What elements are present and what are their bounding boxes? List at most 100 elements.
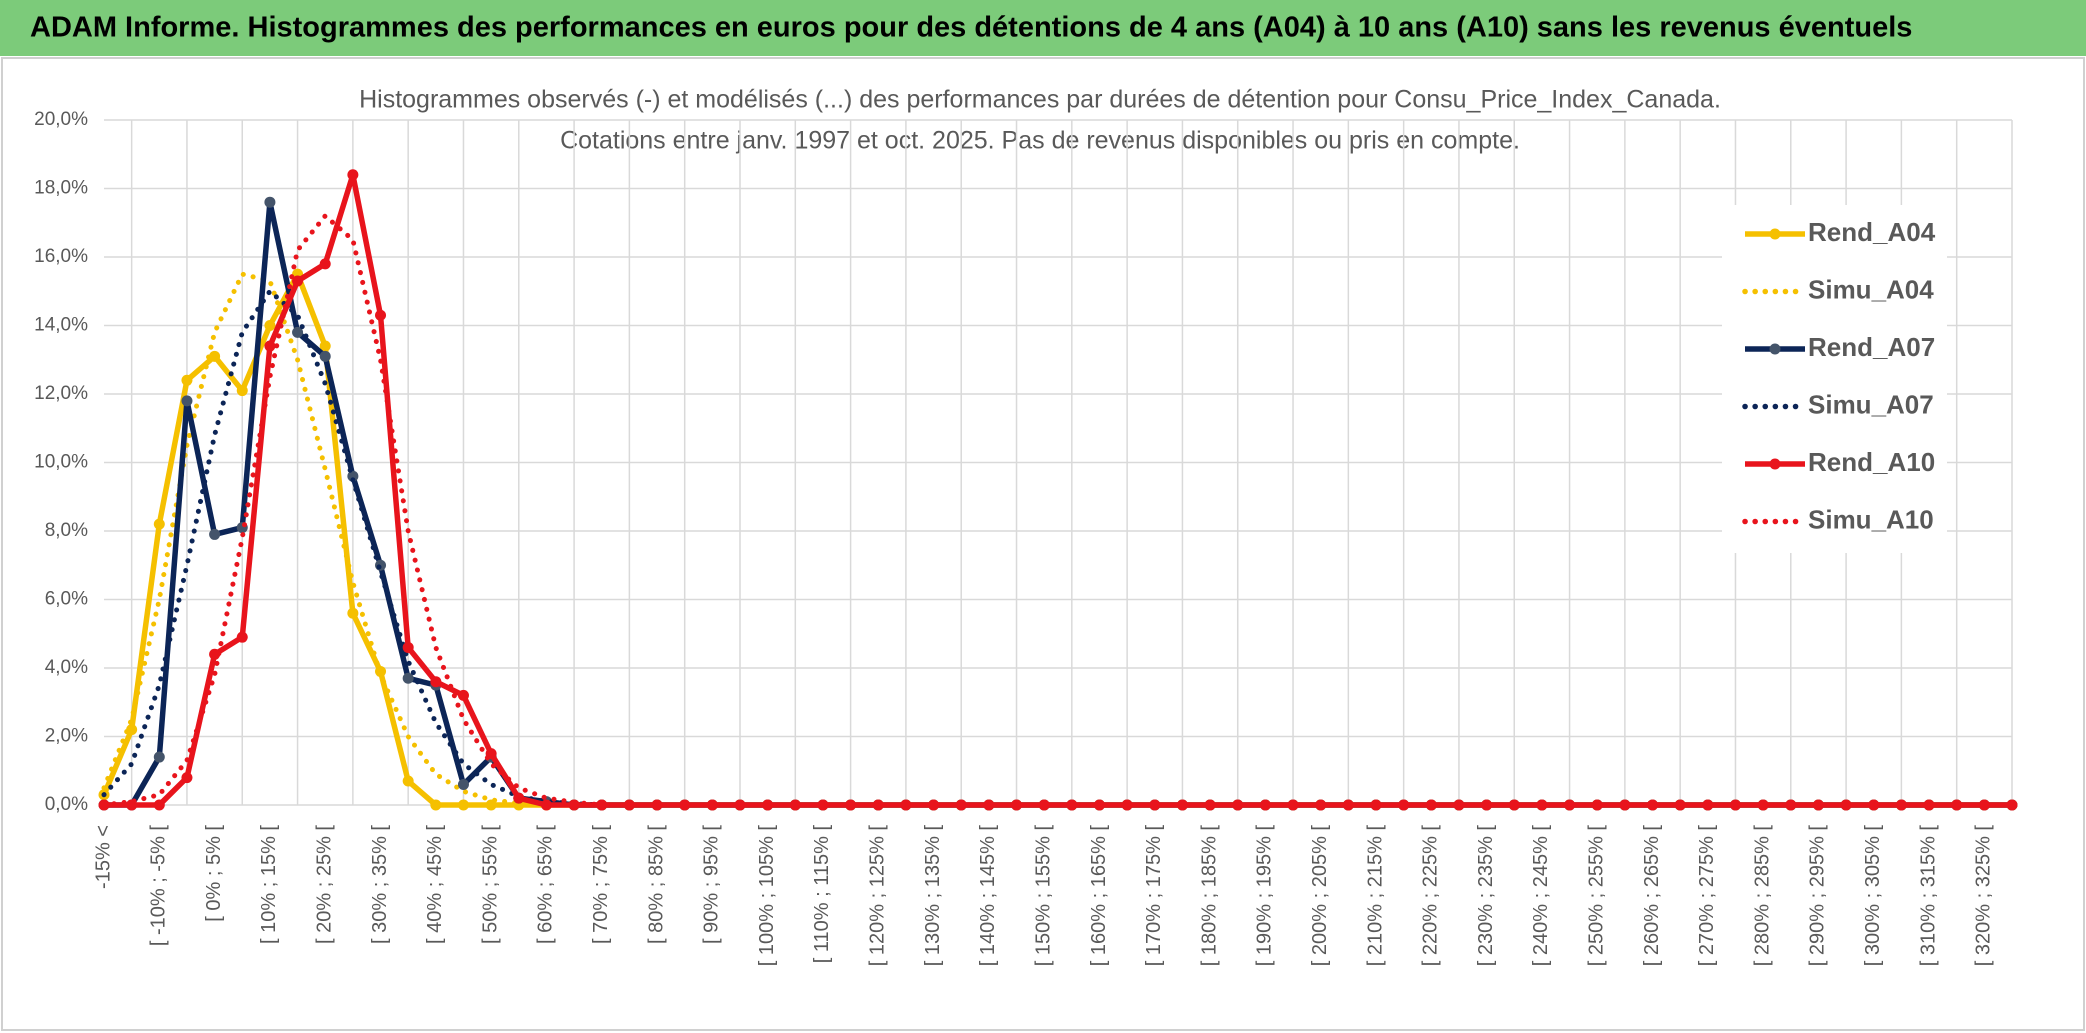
point <box>1978 799 1990 811</box>
point <box>1149 799 1161 811</box>
legend-marker <box>1769 458 1781 470</box>
y-tick-label: 6,0% <box>45 589 88 610</box>
y-tick-label: 20,0% <box>34 109 88 130</box>
x-tick-label: [ 20% ; 25% [ <box>313 825 335 944</box>
legend-label: Rend_A07 <box>1808 332 1935 362</box>
point <box>457 689 469 701</box>
point <box>955 799 967 811</box>
x-tick-label: [ 50% ; 55% [ <box>479 825 501 944</box>
x-tick-label: [ 240% ; 245% [ <box>1530 825 1552 967</box>
legend-label: Rend_A10 <box>1808 447 1935 477</box>
x-tick-label: [ 40% ; 45% [ <box>424 825 446 944</box>
point <box>319 350 331 362</box>
point <box>457 799 469 811</box>
x-tick-label: [ 110% ; 115% [ <box>811 825 833 964</box>
x-tick-label: [ 280% ; 285% [ <box>1751 825 1773 967</box>
x-tick-label: [ 190% ; 195% [ <box>1254 825 1276 967</box>
x-tick-label: [ 260% ; 265% [ <box>1641 825 1663 967</box>
point <box>1591 799 1603 811</box>
point <box>319 258 331 270</box>
x-tick-label: [ 90% ; 95% [ <box>701 825 723 944</box>
point <box>540 799 552 811</box>
y-tick-label: 2,0% <box>45 726 88 747</box>
point <box>181 374 193 386</box>
y-tick-label: 14,0% <box>34 315 88 336</box>
legend-label: Rend_A04 <box>1808 217 1936 247</box>
x-tick-label: [ 30% ; 35% [ <box>369 825 391 944</box>
point <box>1038 799 1050 811</box>
point <box>1702 799 1714 811</box>
x-tick-label: [ 310% ; 315% [ <box>1917 825 1939 967</box>
point <box>153 751 165 763</box>
point <box>236 631 248 643</box>
x-tick-label: [ 270% ; 275% [ <box>1696 825 1718 967</box>
x-tick-label: [ 320% ; 325% [ <box>1973 825 1995 967</box>
x-tick-label: [ 160% ; 165% [ <box>1088 825 1110 967</box>
x-tick-label: [ 300% ; 305% [ <box>1862 825 1884 967</box>
x-tick-label: [ 180% ; 185% [ <box>1198 825 1220 967</box>
point <box>1481 799 1493 811</box>
point <box>319 340 331 352</box>
point <box>264 320 276 331</box>
point <box>236 385 248 397</box>
x-tick-label: [ 10% ; 15% [ <box>258 825 280 944</box>
point <box>209 350 221 362</box>
x-tick-label: [ 250% ; 255% [ <box>1585 825 1607 967</box>
x-tick-label: [ 200% ; 205% [ <box>1309 825 1331 967</box>
x-tick-label: [ 230% ; 235% [ <box>1475 825 1497 967</box>
point <box>734 799 746 811</box>
point <box>457 778 469 790</box>
point <box>402 641 414 653</box>
x-tick-label: [ 150% ; 155% [ <box>1032 825 1054 967</box>
point <box>430 676 442 688</box>
header-bar <box>0 0 2086 56</box>
point <box>292 275 304 287</box>
y-tick-label: 0,0% <box>45 794 88 815</box>
x-tick-label: [ 100% ; 105% [ <box>756 825 778 967</box>
point <box>513 792 525 804</box>
series-line <box>101 213 2015 808</box>
point <box>1564 799 1576 811</box>
chart-frame <box>1 57 2085 1031</box>
x-tick-label: [ 210% ; 215% [ <box>1364 825 1386 967</box>
y-tick-label: 10,0% <box>34 452 88 473</box>
x-tick-label: [ 220% ; 225% [ <box>1420 825 1442 967</box>
point <box>153 799 165 811</box>
chart-title: Histogrammes observés (-) et modélisés (… <box>359 86 1721 114</box>
point <box>347 470 359 482</box>
point <box>706 799 718 811</box>
point <box>1259 799 1271 811</box>
legend-label: Simu_A07 <box>1808 389 1934 419</box>
chart-subtitle: Cotations entre janv. 1997 et oct. 2025.… <box>560 127 1520 155</box>
x-tick-label: [ 130% ; 135% [ <box>922 825 944 967</box>
point <box>264 196 276 208</box>
y-tick-label: 4,0% <box>45 657 88 678</box>
legend-marker <box>1769 228 1781 240</box>
point <box>1868 799 1880 811</box>
x-tick-label: [ 170% ; 175% [ <box>1143 825 1165 967</box>
point <box>375 309 387 321</box>
y-tick-label: 8,0% <box>45 520 88 541</box>
point <box>1066 799 1078 811</box>
legend-label: Simu_A04 <box>1808 274 1934 304</box>
legend-box <box>1722 205 1947 553</box>
header-title: ADAM Informe. Histogrammes des performan… <box>30 12 1912 44</box>
point <box>347 607 359 619</box>
point <box>1895 799 1907 811</box>
point <box>817 799 829 811</box>
point <box>1453 799 1465 811</box>
legend-label: Simu_A10 <box>1808 504 1934 534</box>
point <box>292 326 304 338</box>
point <box>430 799 442 811</box>
x-tick-label: [ 290% ; 295% [ <box>1807 825 1829 967</box>
x-tick-label: [ 120% ; 125% [ <box>867 825 889 967</box>
point <box>1232 799 1244 811</box>
point <box>153 518 165 530</box>
point <box>209 528 221 540</box>
point <box>1370 799 1382 811</box>
point <box>402 775 414 787</box>
x-tick-label: -15% < <box>92 825 114 889</box>
y-tick-label: 18,0% <box>34 178 88 199</box>
